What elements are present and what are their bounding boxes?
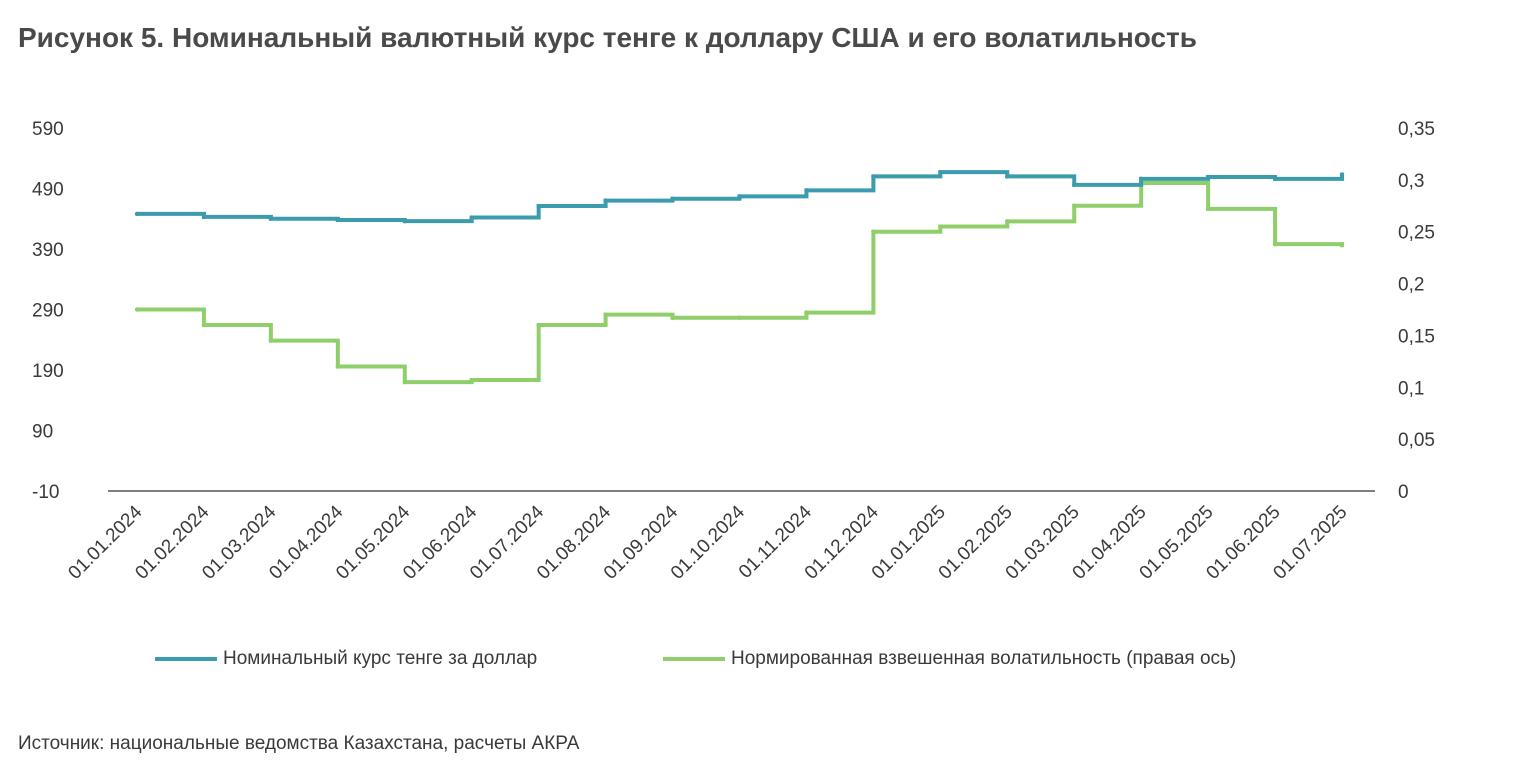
data-point-rate (1138, 176, 1144, 182)
data-point-volatility (268, 338, 274, 343)
right-tick-label: 0,1 (1398, 378, 1424, 399)
left-tick-label: -10 (32, 482, 59, 503)
data-point-volatility (1072, 203, 1077, 208)
data-point-rate (201, 214, 207, 220)
left-tick-label: 90 (32, 422, 53, 443)
legend-label-rate: Номинальный курс тенге за доллар (223, 648, 538, 669)
data-point-volatility (201, 322, 207, 328)
legend-item-volatility: Нормированная взвешенная волатильность (… (663, 648, 1236, 670)
left-tick-label: 590 (32, 119, 64, 140)
legend: Номинальный курс тенге за доллар Нормиро… (0, 648, 1515, 678)
data-point-volatility (670, 315, 675, 320)
source-note: Источник: национальные ведомства Казахст… (18, 733, 580, 754)
series-line-volatility (137, 180, 1344, 385)
data-point-volatility (1005, 219, 1010, 224)
data-point-rate (1339, 172, 1345, 177)
data-point-rate (737, 194, 742, 199)
data-point-volatility (871, 229, 876, 234)
data-point-rate (469, 215, 474, 220)
data-point-rate (804, 188, 809, 193)
data-point-volatility (469, 377, 474, 383)
data-point-volatility (603, 312, 608, 317)
legend-label-volatility: Нормированная взвешенная волатильность (… (731, 648, 1237, 669)
right-tick-label: 0,3 (1398, 171, 1424, 192)
data-point-volatility (335, 364, 341, 369)
left-tick-label: 190 (32, 361, 64, 382)
data-point-rate (1205, 174, 1211, 180)
series-line-rate (137, 170, 1344, 224)
right-tick-label: 0,2 (1398, 275, 1424, 296)
legend-item-rate: Номинальный курс тенге за доллар (155, 648, 537, 670)
right-tick-label: 0,15 (1398, 326, 1435, 347)
right-tick-label: 0 (1398, 482, 1409, 503)
data-point-volatility (737, 315, 742, 320)
right-tick-label: 0,05 (1398, 430, 1435, 451)
data-point-rate (1072, 182, 1077, 188)
data-point-volatility (536, 322, 541, 328)
legend-swatch-rate (155, 657, 217, 661)
data-point-volatility (402, 379, 407, 385)
chart-title: Рисунок 5. Номинальный валютный курс тен… (18, 22, 1197, 53)
data-point-rate (335, 217, 341, 223)
right-tick-label: 0,35 (1398, 119, 1435, 140)
data-point-rate (402, 218, 407, 224)
data-point-rate (134, 211, 140, 217)
data-point-volatility (1339, 241, 1345, 247)
data-point-rate (670, 196, 675, 201)
legend-swatch-volatility (663, 657, 725, 661)
data-point-rate (536, 203, 541, 209)
left-tick-label: 490 (32, 180, 64, 201)
data-point-rate (871, 174, 876, 179)
data-point-volatility (134, 307, 140, 312)
data-point-rate (1272, 176, 1278, 182)
data-point-rate (1005, 174, 1010, 179)
data-point-volatility (804, 310, 809, 315)
series-layer (134, 169, 1345, 385)
data-point-rate (268, 216, 274, 221)
left-tick-label: 290 (32, 301, 64, 322)
data-point-volatility (1205, 206, 1211, 212)
right-axis-ticks: 0,35 0,3 0,25 0,2 0,15 0,1 0,05 0 (1398, 119, 1435, 503)
x-axis-ticks: 01.01.202401.02.202401.03.202401.04.2024… (64, 501, 1351, 583)
left-axis-ticks: 590 490 390 290 190 90 -10 (32, 119, 64, 503)
data-point-rate (938, 169, 943, 175)
data-point-volatility (938, 224, 943, 229)
data-point-volatility (1272, 241, 1278, 247)
right-tick-label: 0,25 (1398, 223, 1435, 244)
left-tick-label: 390 (32, 240, 64, 261)
data-point-rate (603, 198, 608, 203)
